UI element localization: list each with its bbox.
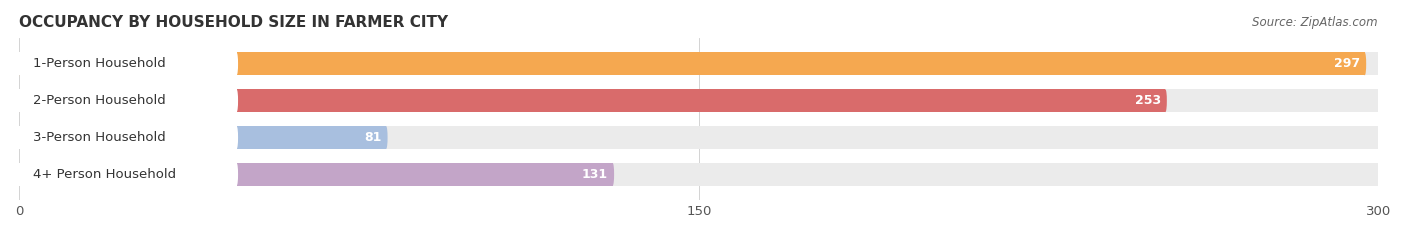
Circle shape: [235, 89, 238, 112]
Circle shape: [18, 163, 21, 186]
Circle shape: [612, 163, 614, 186]
Text: 3-Person Household: 3-Person Household: [32, 131, 166, 144]
Circle shape: [18, 89, 21, 112]
Bar: [20, 52, 1378, 75]
Text: 131: 131: [582, 168, 609, 181]
Circle shape: [1376, 89, 1379, 112]
Bar: [20, 89, 1378, 112]
Bar: [20, 126, 387, 149]
Circle shape: [18, 52, 21, 75]
Circle shape: [18, 126, 21, 149]
Circle shape: [18, 89, 21, 112]
Circle shape: [1376, 126, 1379, 149]
Text: 4+ Person Household: 4+ Person Household: [32, 168, 176, 181]
Bar: [20, 163, 236, 186]
Bar: [20, 52, 1365, 75]
Circle shape: [18, 52, 21, 75]
Text: 297: 297: [1334, 57, 1360, 70]
Bar: [20, 126, 236, 149]
Circle shape: [18, 163, 21, 186]
Bar: [20, 52, 236, 75]
Text: 253: 253: [1135, 94, 1161, 107]
Circle shape: [385, 126, 388, 149]
Circle shape: [1376, 163, 1379, 186]
Bar: [20, 163, 1378, 186]
Text: 81: 81: [364, 131, 381, 144]
Circle shape: [18, 89, 21, 112]
Circle shape: [235, 126, 238, 149]
Circle shape: [1164, 89, 1167, 112]
Circle shape: [235, 163, 238, 186]
Circle shape: [1364, 52, 1367, 75]
Bar: [20, 89, 1166, 112]
Circle shape: [18, 163, 21, 186]
Circle shape: [1376, 52, 1379, 75]
Text: 1-Person Household: 1-Person Household: [32, 57, 166, 70]
Bar: [20, 126, 1378, 149]
Circle shape: [18, 52, 21, 75]
Circle shape: [18, 126, 21, 149]
Bar: [20, 163, 613, 186]
Circle shape: [18, 126, 21, 149]
Text: OCCUPANCY BY HOUSEHOLD SIZE IN FARMER CITY: OCCUPANCY BY HOUSEHOLD SIZE IN FARMER CI…: [20, 15, 449, 30]
Circle shape: [235, 52, 238, 75]
Text: Source: ZipAtlas.com: Source: ZipAtlas.com: [1253, 16, 1378, 29]
Bar: [20, 89, 236, 112]
Text: 2-Person Household: 2-Person Household: [32, 94, 166, 107]
